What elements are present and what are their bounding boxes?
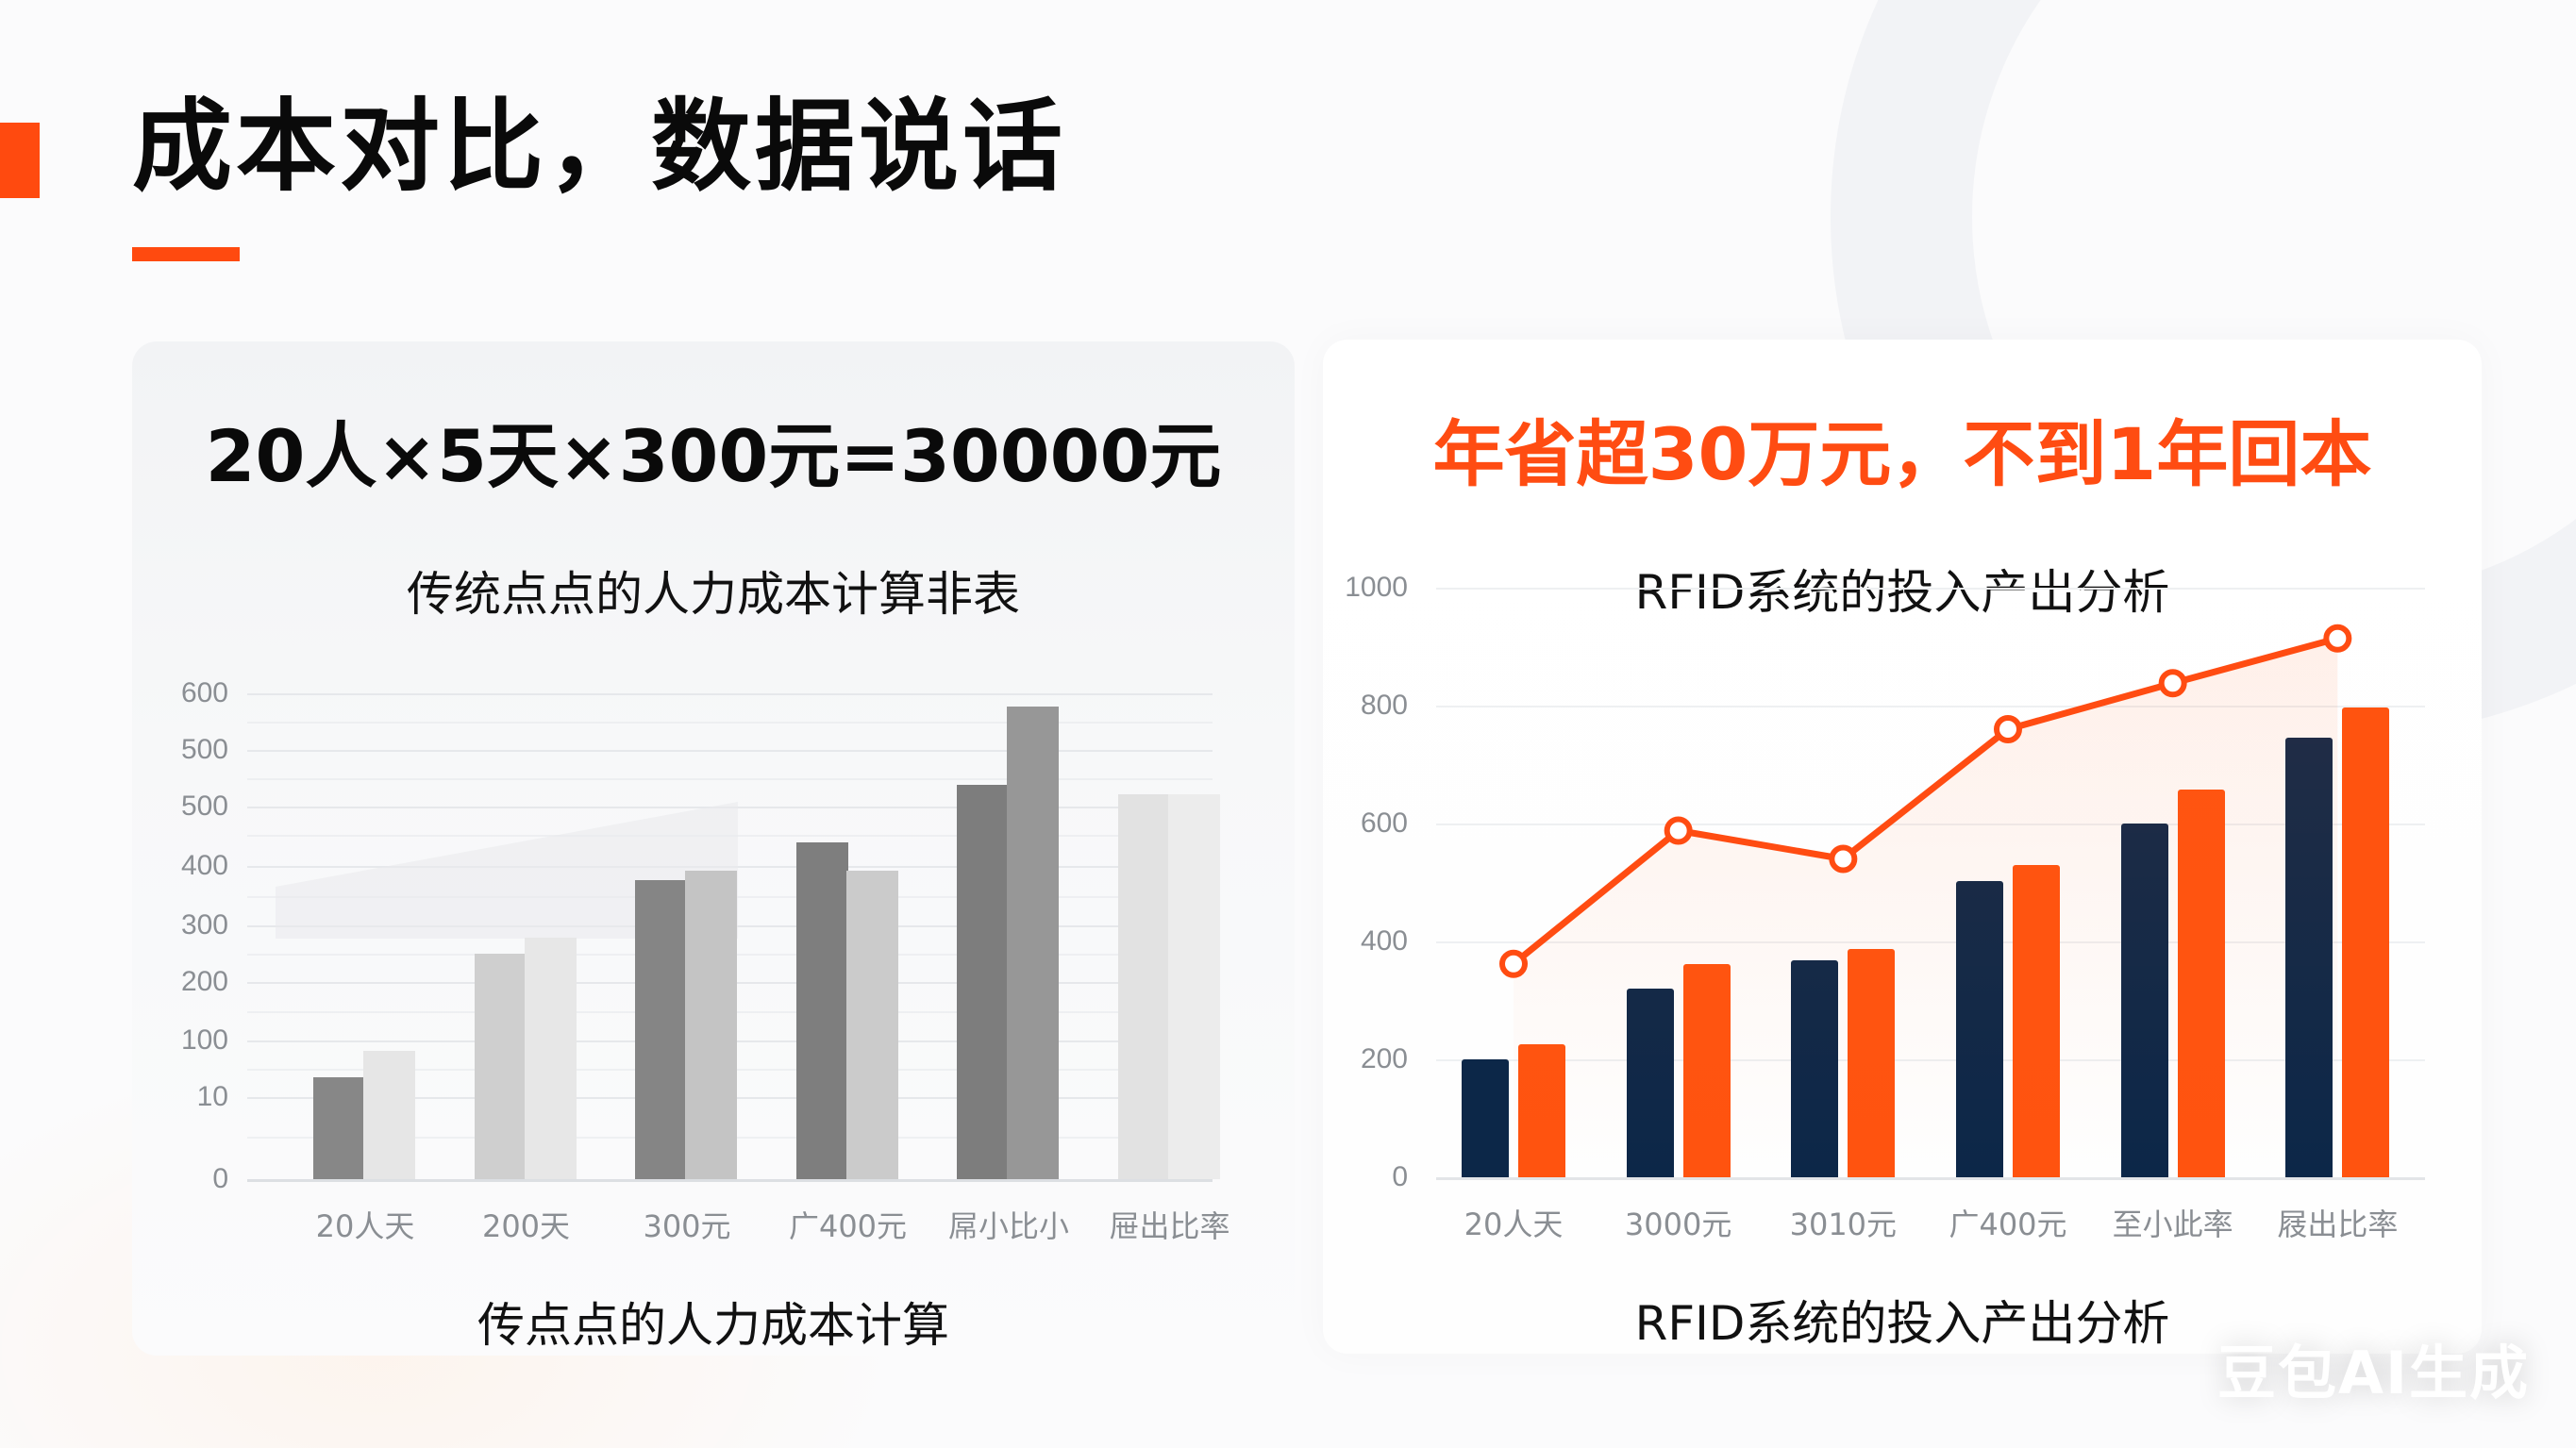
x-tick-label: 3000元 [1624,1207,1732,1242]
page-title: 成本对比，数据说话 [132,89,1066,205]
left-chart-caption: 传点点的人力成本计算 [477,1298,949,1353]
title-side-marker [0,123,40,198]
bar-series_light [685,870,737,1179]
bar-series_light [363,1051,415,1179]
traditional-cost-card: 20人×5天×300元=30000元 传统点点的人力成本计算非表 传点点的人力成… [132,341,1295,1356]
y-tick-label: 100 [180,1024,228,1056]
trend-point-marker [1664,816,1693,845]
y-tick-label: 10 [196,1081,228,1112]
y-tick-label: 600 [180,677,228,708]
y-tick-label: 0 [212,1163,228,1194]
bar-series_light [524,938,577,1179]
title-underline [132,247,240,261]
x-tick-label: 屌小比小 [947,1208,1069,1244]
gridline [247,1179,1213,1182]
bar-series_dark [635,880,687,1179]
y-tick-label: 1000 [1345,572,1408,603]
x-tick-label: 至小此率 [2112,1207,2233,1242]
x-tick-label: 屉出比率 [1109,1208,1230,1244]
gridline [247,750,1213,752]
y-tick-label: 200 [1360,1043,1408,1074]
x-tick-label: 3010元 [1789,1207,1898,1242]
bar-series_dark [1117,794,1170,1179]
trend-point-marker [1499,949,1528,978]
trend-highlight-shape [276,802,738,939]
bar-series_dark [474,954,527,1179]
y-tick-label: 500 [180,734,228,765]
x-tick-label: 200天 [481,1208,571,1244]
x-tick-label: 屐出比率 [2277,1207,2399,1242]
right-chart-caption: RFID系统的投入产出分析 [1634,1296,2170,1351]
cost-formula-headline: 20人×5天×300元=30000元 [205,414,1222,498]
y-tick-label: 200 [180,966,228,997]
trend-point-marker [1829,844,1858,874]
y-tick-label: 300 [180,909,228,940]
gridline [1436,588,2425,590]
right-chart-title: RFID系统的投入产出分析 [1634,565,2170,620]
y-tick-label: 400 [1360,925,1408,957]
y-tick-label: 500 [180,791,228,822]
gridline [1436,1177,2425,1180]
x-tick-label: 广400元 [1949,1207,2067,1242]
bar-series_dark [957,785,1009,1179]
y-tick-label: 600 [1360,807,1408,839]
bar-series_dark [313,1076,365,1179]
x-tick-label: 20人天 [315,1208,415,1244]
gridline-minor [247,778,1213,780]
bar-series_light [1007,706,1059,1179]
gridline-minor [247,722,1213,724]
gridline [1436,706,2425,707]
rfid-roi-combo-chart [1436,588,2425,1180]
trend-point-marker [2158,669,2187,698]
bar-investment [1462,1059,1509,1177]
rfid-roi-card: 年省超30万元，不到1年回本 RFID系统的投入产出分析 RFID系统的投入产出… [1323,340,2482,1354]
y-tick-label: 400 [180,850,228,881]
bar-series_light [1167,794,1220,1179]
bar-output [2342,707,2390,1177]
trend-point-marker [1994,715,2022,743]
trend-line [1499,624,2352,1177]
traditional-cost-bar-chart [247,693,1220,1182]
x-tick-label: 广400元 [788,1208,908,1244]
bar-series_light [845,870,898,1179]
gridline [247,693,1213,695]
x-tick-label: 300元 [643,1208,731,1244]
trend-point-marker [2323,624,2352,653]
y-tick-label: 0 [1392,1161,1408,1192]
ai-generated-watermark: 豆包AI生成 [2217,1339,2531,1407]
bar-series_dark [795,841,848,1179]
left-chart-title: 传统点点的人力成本计算非表 [407,567,1020,622]
x-tick-label: 20人天 [1464,1207,1564,1242]
savings-headline: 年省超30万元，不到1年回本 [1432,412,2372,496]
y-tick-label: 800 [1360,690,1408,721]
